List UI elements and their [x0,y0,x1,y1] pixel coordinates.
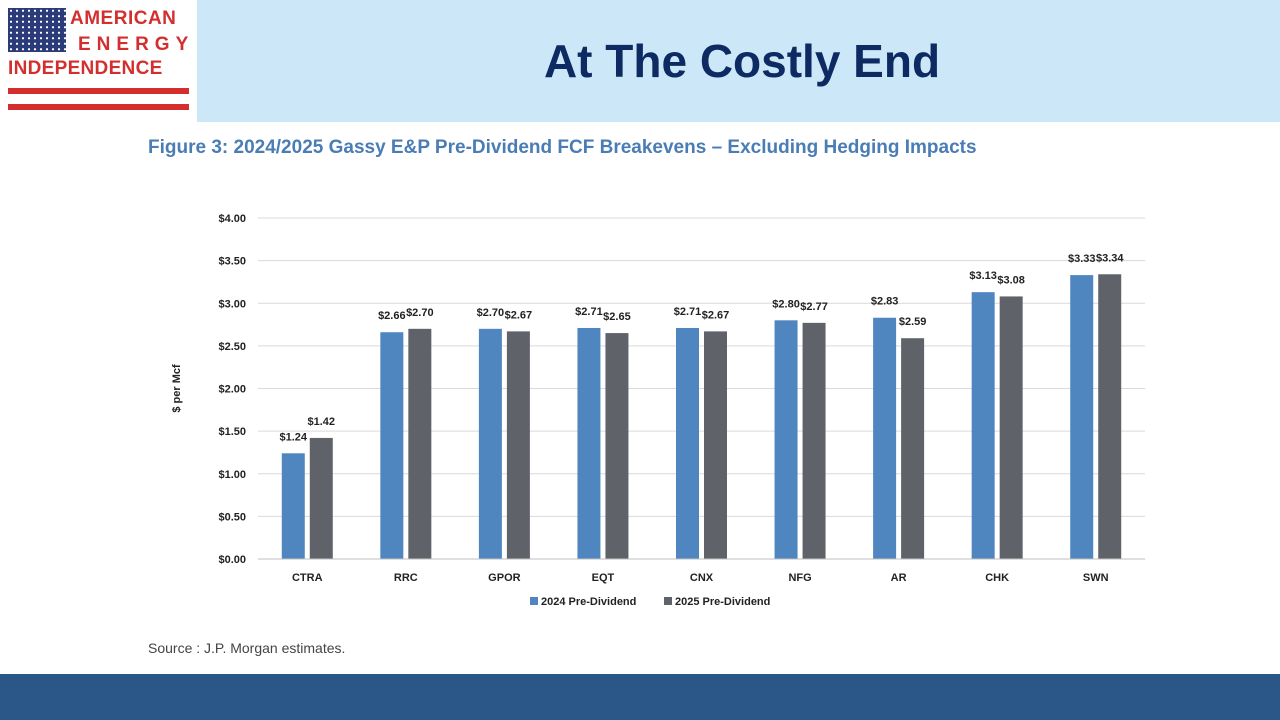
bar-2024 [873,317,897,559]
x-tick-label: GPOR [488,572,520,584]
figure-title: Figure 3: 2024/2025 Gassy E&P Pre-Divide… [148,137,977,158]
x-tick-label: NFG [788,572,811,584]
title-band: At The Costly End [197,0,1280,122]
logo-stripe [8,88,189,94]
y-tick-label: $1.50 [218,426,246,438]
data-label: $3.13 [969,270,997,282]
legend-swatch [664,597,672,605]
x-tick-label: EQT [592,572,615,584]
breakeven-bar-chart: $0.00 $0.50 $1.00 $1.50 $2.00 $2.50 $3.00 $3.50… [171,213,1145,608]
data-label: $2.70 [477,307,505,319]
bar-2024 [478,328,502,559]
source-note: Source : J.P. Morgan estimates. [148,640,346,656]
us-flag-icon [8,8,66,52]
data-label: $3.33 [1068,253,1096,265]
data-label: $2.67 [702,309,730,321]
bar-2025 [506,331,530,559]
data-label: $2.80 [772,298,800,310]
logo-line-2: ENERGY [78,34,195,55]
legend-swatch [530,597,538,605]
bar-2025 [704,331,727,559]
data-label: $1.24 [280,431,308,443]
logo-line-3: INDEPENDENCE [8,58,163,79]
data-label: $2.71 [575,306,603,318]
bar-2025 [309,437,333,559]
x-tick-label: RRC [394,572,418,584]
data-label: $2.65 [603,311,631,323]
x-tick-label: CNX [690,572,714,584]
slide-title: At The Costly End [543,35,941,87]
data-label: $2.67 [505,309,533,321]
data-label: $2.71 [674,306,702,318]
data-label: $3.08 [997,274,1025,286]
bar-2024 [774,320,798,559]
y-axis-label: $ per Mcf [171,364,183,413]
data-label: $2.70 [406,307,434,319]
legend-label: 2024 Pre-Dividend [541,596,636,608]
bar-2024 [971,292,995,559]
y-tick-label: $2.50 [218,341,246,353]
x-tick-label: SWN [1083,572,1109,584]
x-tick-label: CHK [985,572,1009,584]
y-tick-label: $3.50 [218,256,246,268]
logo-line-1: AMERICAN [70,8,177,29]
legend-label: 2025 Pre-Dividend [675,596,770,608]
y-tick-label: $3.00 [218,298,246,310]
y-tick-label: $1.00 [218,469,246,481]
bar-2025 [1098,274,1122,559]
data-label: $3.34 [1096,252,1124,264]
x-tick-label: CTRA [292,572,323,584]
bar-2025 [999,296,1023,559]
data-label: $2.83 [871,296,899,308]
data-label: $2.66 [378,310,406,322]
bar-2025 [408,328,432,559]
data-label: $1.42 [308,416,336,428]
bar-2025 [802,322,826,559]
logo: AMERICAN ENERGY INDEPENDENCE [0,0,197,122]
bar-2024 [676,327,699,559]
y-tick-label: $0.00 [218,554,246,566]
logo-stripe [8,104,189,110]
x-tick-label: AR [891,572,907,584]
y-tick-label: $4.00 [218,213,246,225]
data-label: $2.59 [899,316,927,328]
bar-2024 [281,453,305,559]
bar-2024 [577,327,601,559]
bar-2024 [1070,275,1094,559]
data-label: $2.77 [800,301,828,313]
bar-2025 [605,333,629,559]
bar-2025 [901,338,925,559]
y-tick-label: $0.50 [218,511,246,523]
bar-2024 [380,332,404,559]
footer-bar [0,674,1280,720]
y-tick-label: $2.00 [218,384,246,396]
